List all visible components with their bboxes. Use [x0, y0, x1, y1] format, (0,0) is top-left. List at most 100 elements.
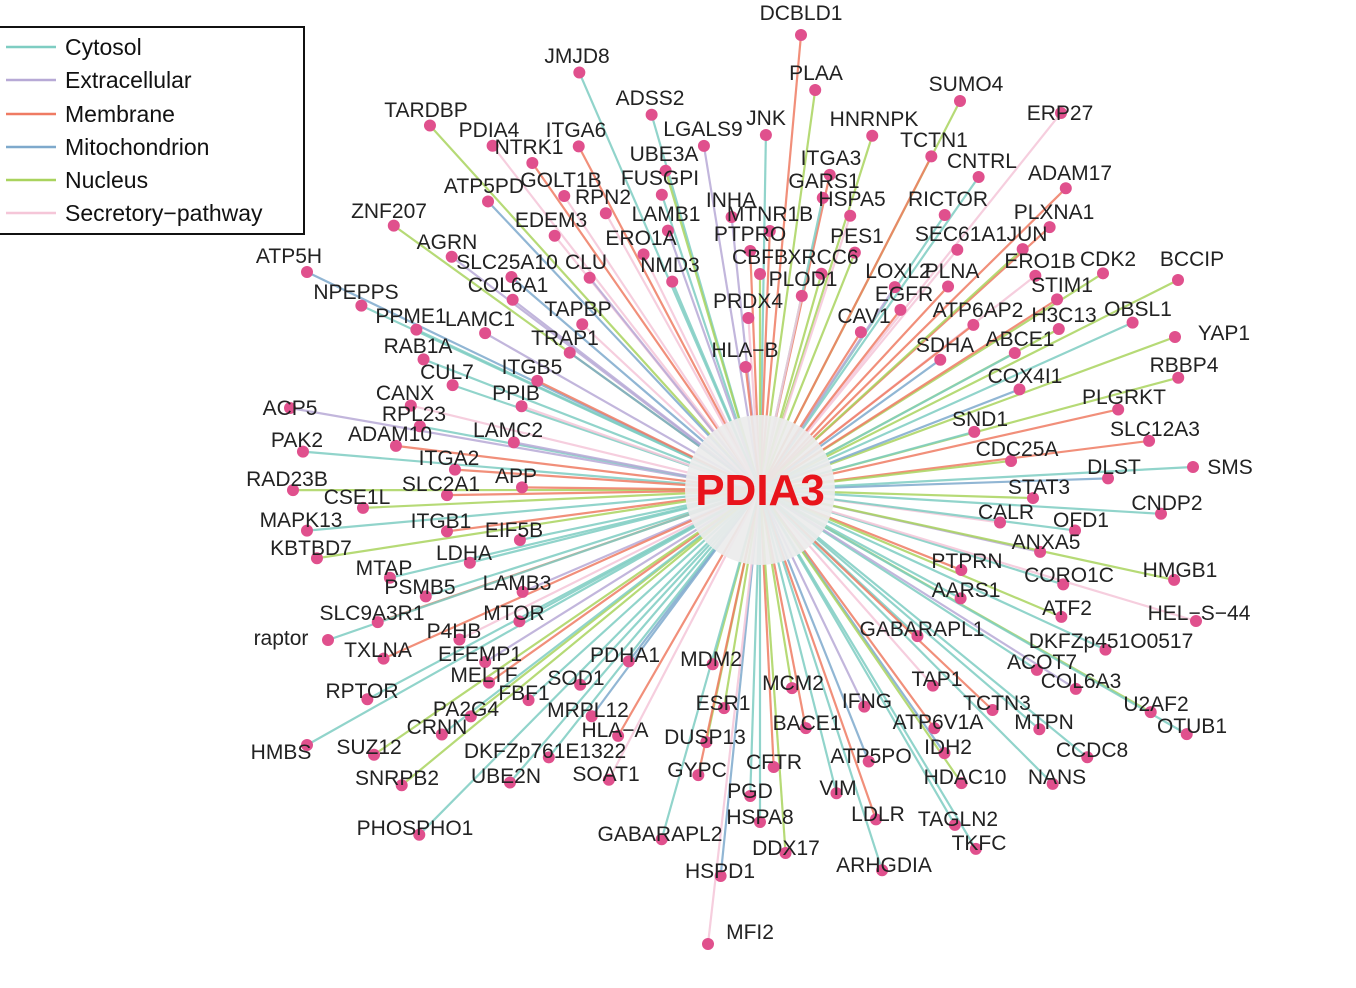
node-label-atp6v1a: ATP6V1A: [893, 711, 984, 734]
node-label-gabarapl1: GABARAPL1: [860, 618, 985, 641]
node-dot-nmd3: [666, 275, 679, 288]
edge-bccip: [759, 279, 1179, 491]
node-dot-cox4i1: [1013, 383, 1026, 396]
node-label-ifng: IFNG: [842, 690, 892, 713]
node-label-otub1: OTUB1: [1157, 715, 1227, 738]
edge-suz12: [373, 489, 761, 756]
node-label-ddx17: DDX17: [752, 837, 820, 860]
node-dot-atp5h: [301, 266, 313, 278]
node-dot-mcm2: [785, 682, 798, 695]
node-label-pak2: PAK2: [271, 429, 323, 452]
node-dot-atp5pd: [482, 195, 495, 208]
node-label-npepps: NPEPPS: [313, 281, 398, 304]
node-label-cav1: CAV1: [837, 305, 890, 328]
node-dot-gars1: [816, 191, 829, 204]
node-label-cbfb: CBFB: [732, 246, 788, 269]
node-dot-ppib: [515, 400, 528, 413]
node-label-hmgb1: HMGB1: [1143, 559, 1218, 582]
node-dot-tagln2: [948, 818, 961, 831]
node-dot-otub1: [1180, 728, 1193, 741]
node-dot-efemp1: [479, 655, 492, 668]
node-label-clu: CLU: [565, 251, 607, 274]
node-label-ube3a: UBE3A: [630, 143, 699, 166]
node-label-mapk13: MAPK13: [260, 509, 343, 532]
node-dot-egfr: [894, 303, 907, 316]
node-label-hspa8: HSPA8: [726, 806, 793, 829]
node-label-atp6ap2: ATP6AP2: [933, 299, 1024, 322]
node-label-itgb1: ITGB1: [411, 510, 472, 533]
node-label-cse1l: CSE1L: [324, 486, 391, 509]
node-dot-mtpn: [1033, 723, 1046, 736]
node-dot-hla-b: [739, 360, 752, 373]
node-label-adam17: ADAM17: [1028, 162, 1112, 185]
node-dot-idh2: [938, 747, 951, 760]
node-label-pdha1: PDHA1: [590, 644, 660, 667]
node-label-col6a1: COL6A1: [468, 274, 549, 297]
node-dot-rpl23: [413, 420, 426, 433]
node-label-idh2: IDH2: [924, 736, 972, 759]
node-dot-pa2g4: [464, 710, 477, 723]
node-dot-dcbld1: [795, 29, 807, 41]
node-dot-cdk2: [1097, 267, 1110, 280]
node-label-aars1: AARS1: [932, 579, 1001, 602]
hub-label: PDIA3: [695, 466, 825, 515]
node-label-plgrkt: PLGRKT: [1082, 386, 1166, 409]
node-dot-hmgb1: [1168, 573, 1181, 586]
node-dot-erp27: [1055, 107, 1067, 119]
node-dot-clu: [583, 271, 596, 284]
node-dot-mapk13: [300, 524, 313, 537]
node-label-adss2: ADSS2: [616, 87, 685, 110]
node-dot-pdha1: [622, 655, 635, 668]
node-label-efemp1: EFEMP1: [438, 643, 522, 666]
node-label-rpl23: RPL23: [382, 403, 446, 426]
node-dot-eif5b: [513, 534, 526, 547]
node-dot-atp5po: [862, 755, 875, 768]
node-label-phospho1: PHOSPHO1: [357, 817, 474, 840]
node-label-atp5pd: ATP5PD: [444, 175, 524, 198]
node-label-plna: PLNA: [925, 260, 980, 283]
node-label-slc25a10: SLC25A10: [456, 251, 558, 274]
node-dot-cul7: [446, 379, 459, 392]
node-label-jnk: JNK: [746, 107, 786, 130]
node-label-loxl2: LOXL2: [865, 260, 930, 283]
node-dot-rictor: [938, 209, 951, 222]
node-dot-ptprn: [955, 564, 968, 577]
node-dot-u2af2: [1144, 706, 1157, 719]
node-label-itgb5: ITGB5: [502, 356, 563, 379]
node-dot-cndp2: [1155, 507, 1168, 520]
node-label-mrpl12: MRPL12: [547, 699, 629, 722]
node-dot-ccdc8: [1081, 751, 1094, 764]
node-dot-arhgdia: [876, 864, 889, 877]
node-dot-sumo4: [954, 95, 966, 107]
node-dot-sec61a1: [951, 243, 964, 256]
node-dot-aars1: [954, 592, 967, 605]
node-label-app: APP: [495, 465, 537, 488]
edge-hmbs: [306, 489, 761, 746]
node-dot-acp5: [284, 402, 296, 414]
node-dot-h3c13: [1052, 322, 1065, 335]
node-label-adam10: ADAM10: [348, 423, 432, 446]
edge-mfi2: [706, 489, 762, 945]
node-label-snrpb2: SNRPB2: [355, 767, 439, 790]
node-label-ero1b: ERO1B: [1004, 250, 1075, 273]
node-dot-snrpb2: [395, 779, 408, 792]
node-dot-znf207: [387, 219, 400, 232]
node-label-jun: JUN: [1007, 223, 1048, 246]
node-dot-inha: [725, 210, 738, 223]
node-dot-trap1: [563, 346, 576, 359]
node-dot-ube3a: [659, 164, 672, 177]
node-label-rad23b: RAD23B: [246, 468, 328, 491]
edge-mapk13: [306, 488, 761, 532]
edge-hel-s-44: [759, 488, 1197, 623]
node-layer: DCBLD1 JMJD8 PLAA SUMO4 ADSS2 ERP27 TARDBP JNK H…: [246, 2, 1253, 950]
node-dot-snd1: [968, 425, 981, 438]
node-dot-itgb5: [531, 374, 544, 387]
legend-item-mitochondrion: Mitochondrion: [6, 134, 209, 160]
node-label-ppib: PPIB: [492, 382, 540, 405]
node-label-sdha: SDHA: [916, 334, 974, 357]
legend-item-nucleus: Nucleus: [6, 167, 148, 193]
node-dot-nans: [1046, 777, 1059, 790]
node-label-dusp13: DUSP13: [664, 726, 746, 749]
node-dot-ube2n: [503, 776, 516, 789]
